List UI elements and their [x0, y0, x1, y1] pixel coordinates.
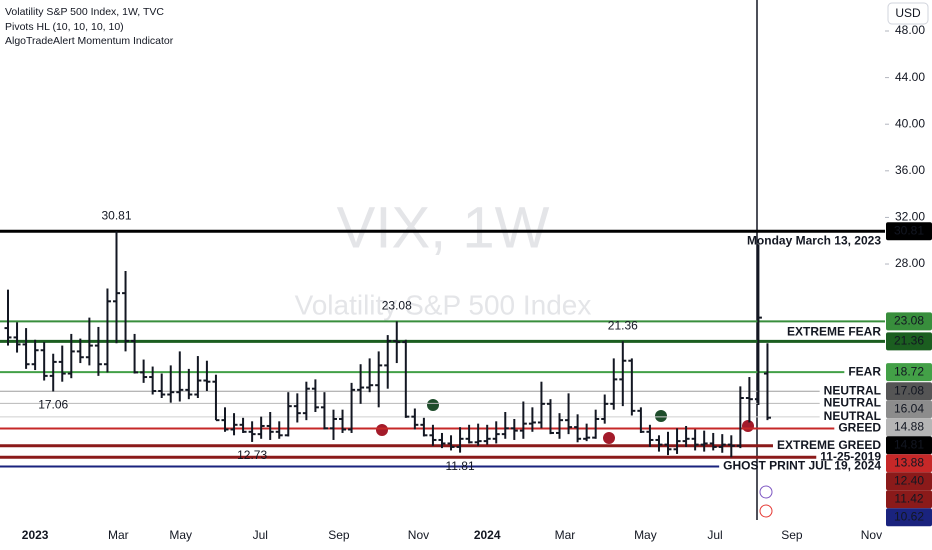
- x-tick-label: 2024: [474, 528, 501, 542]
- level-text: FEAR: [848, 364, 881, 378]
- signal: [742, 420, 754, 432]
- price-label: 13.88: [894, 455, 924, 469]
- levels: [0, 229, 885, 468]
- pivot-label: 11.81: [445, 459, 474, 473]
- price-box: [886, 382, 932, 401]
- price-box: [886, 222, 932, 241]
- price-label: 18.72: [894, 364, 924, 378]
- signal: [427, 399, 439, 411]
- price-box: [886, 508, 932, 527]
- y-tick-label: 48.00: [895, 23, 925, 37]
- signals: [376, 399, 773, 518]
- level-text: GHOST PRINT JUL 19, 2024: [723, 459, 881, 473]
- price-label: 16.04: [894, 401, 924, 415]
- watermark: VIX, 1W: [337, 195, 550, 260]
- level-text: GREED: [838, 421, 881, 435]
- price-box: [886, 454, 932, 473]
- price-label: 21.36: [894, 334, 924, 348]
- x-tick-label: Sep: [781, 528, 803, 542]
- price-box: [886, 490, 932, 509]
- pivot-label: 23.08: [382, 299, 412, 313]
- signal: [376, 424, 388, 436]
- pivot-label: 21.36: [608, 319, 638, 333]
- level-text: NEUTRAL: [824, 396, 881, 410]
- signal: [603, 432, 615, 444]
- x-tick-label: Mar: [108, 528, 129, 542]
- x-tick-label: 2023: [22, 528, 49, 542]
- x-tick-label: Mar: [555, 528, 576, 542]
- legend-indicator: Pivots HL (10, 10, 10, 10): [5, 21, 124, 33]
- y-tick-label: 44.00: [895, 70, 925, 84]
- price-box: [886, 312, 932, 331]
- x-tick-label: Jul: [707, 528, 722, 542]
- level-text: 11-25-2019: [820, 449, 881, 463]
- price-box: [886, 332, 932, 351]
- bars: [4, 231, 771, 458]
- price-box: [886, 436, 932, 455]
- watermark-sub: Volatility S&P 500 Index: [295, 289, 592, 320]
- event-icon[interactable]: [759, 504, 773, 518]
- legend-title: Volatility S&P 500 Index, 1W, TVC: [5, 6, 164, 18]
- price-box: [886, 400, 932, 419]
- price-box: [886, 363, 932, 382]
- x-tick-label: May: [169, 528, 192, 542]
- price-label: 23.08: [894, 314, 924, 328]
- x-tick-label: May: [634, 528, 657, 542]
- level-text: NEUTRAL: [824, 383, 881, 397]
- level-text: NEUTRAL: [824, 409, 881, 423]
- currency-box[interactable]: [887, 2, 929, 25]
- pivot-label: 17.06: [38, 398, 68, 412]
- y-tick-label: 36.00: [895, 163, 925, 177]
- y-tick-label: 40.00: [895, 116, 925, 130]
- legend-indicator: AlgoTradeAlert Momentum Indicator: [5, 35, 174, 47]
- event-icon[interactable]: [759, 485, 773, 499]
- price-label: 17.08: [894, 383, 924, 397]
- y-tick-label: 32.00: [895, 210, 925, 224]
- y-tick-label: 28.00: [895, 256, 925, 270]
- x-tick-label: Sep: [328, 528, 350, 542]
- level-text: EXTREME FEAR: [787, 325, 881, 339]
- x-tick-label: Nov: [861, 528, 882, 542]
- level-text: Monday March 13, 2023: [747, 233, 881, 247]
- price-box: [886, 472, 932, 491]
- level-text: EXTREME GREED: [777, 438, 881, 452]
- x-tick-label: Jul: [253, 528, 268, 542]
- price-label: 10.62: [894, 509, 924, 523]
- pivot-label: 30.81: [101, 208, 131, 222]
- price-label: 14.81: [894, 437, 924, 451]
- price-label: 12.40: [894, 473, 924, 487]
- x-tick-label: Nov: [408, 528, 429, 542]
- price-label: 14.88: [894, 419, 924, 433]
- price-box: [886, 418, 932, 437]
- pivot-label: 12.73: [237, 448, 267, 462]
- price-label: 30.81: [894, 223, 924, 237]
- currency[interactable]: USD: [895, 6, 921, 20]
- price-label: 11.42: [894, 491, 923, 505]
- signal: [655, 410, 667, 422]
